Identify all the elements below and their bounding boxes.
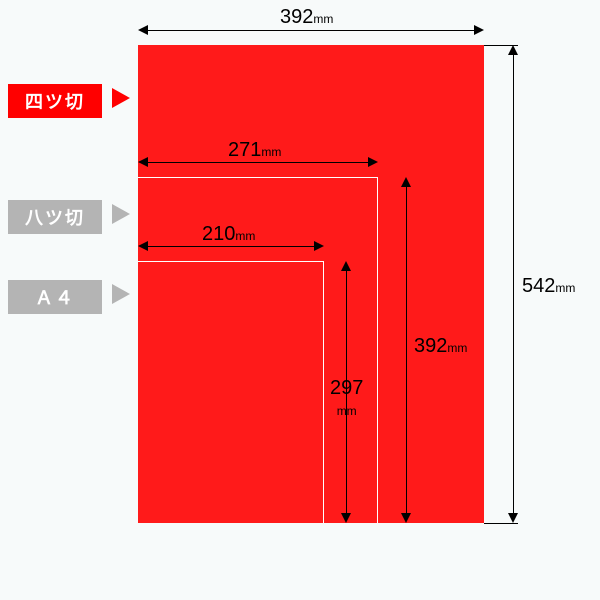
dim-i1h-arrow-b: [401, 513, 411, 523]
dim-right-arrow-b: [508, 513, 518, 523]
unit: mm: [447, 341, 467, 355]
inner-rect-1-right: [377, 177, 378, 523]
dim-right-val: 542: [522, 275, 555, 297]
label-yotsugiri: 四ツ切: [8, 84, 102, 118]
inner-rect-2-right: [323, 261, 324, 523]
dim-i2h-arrow-t: [341, 261, 351, 271]
unit: mm: [555, 281, 575, 295]
dim-i1w-text: 271mm: [228, 139, 281, 162]
dim-top-arrow-l: [138, 25, 148, 35]
arrow-yotsugiri: [112, 88, 130, 108]
arrow-a4: [112, 284, 130, 304]
dim-i1w-line: [145, 162, 370, 163]
dim-right-arrow-t: [508, 45, 518, 55]
label-a4-text: Ａ４: [35, 288, 75, 308]
dim-i2h-val: 297: [330, 377, 363, 399]
dim-i1w-val: 271: [228, 139, 261, 161]
dim-top-arrow-r: [474, 25, 484, 35]
dim-i1h-text: 392mm: [414, 335, 467, 358]
dim-i2w-arrow-r: [314, 241, 324, 251]
dim-i1h-line: [406, 182, 407, 519]
dim-right-text: 542mm: [522, 275, 575, 298]
unit: mm: [313, 12, 333, 26]
dim-i2w-arrow-l: [138, 241, 148, 251]
inner-rect-1-top: [138, 177, 378, 178]
dim-i1w-arrow-r: [368, 157, 378, 167]
dim-i1h-arrow-t: [401, 177, 411, 187]
dim-i1w-arrow-l: [138, 157, 148, 167]
dim-i1h-val: 392: [414, 335, 447, 357]
label-yatsugiri-text: 八ツ切: [25, 208, 85, 228]
label-a4: Ａ４: [8, 280, 102, 314]
main-rect: [138, 45, 484, 523]
dim-right-line: [513, 49, 514, 519]
unit: mm: [235, 229, 255, 243]
dim-right-ext-b: [484, 523, 518, 524]
unit: mm: [261, 145, 281, 159]
dim-i2w-val: 210: [202, 223, 235, 245]
dim-i2h-arrow-b: [341, 513, 351, 523]
label-yotsugiri-text: 四ツ切: [25, 92, 85, 112]
dim-top-line: [142, 30, 480, 31]
dim-top-text: 392mm: [280, 6, 333, 29]
dim-i2w-line: [145, 246, 317, 247]
dim-i2w-text: 210mm: [202, 223, 255, 246]
dim-top-val: 392: [280, 6, 313, 28]
dim-right-ext-t: [484, 45, 518, 46]
label-yatsugiri: 八ツ切: [8, 200, 102, 234]
unit: mm: [337, 404, 357, 418]
arrow-yatsugiri: [112, 204, 130, 224]
dim-i2h-text: 297 mm: [330, 378, 363, 420]
inner-rect-2-top: [138, 261, 324, 262]
